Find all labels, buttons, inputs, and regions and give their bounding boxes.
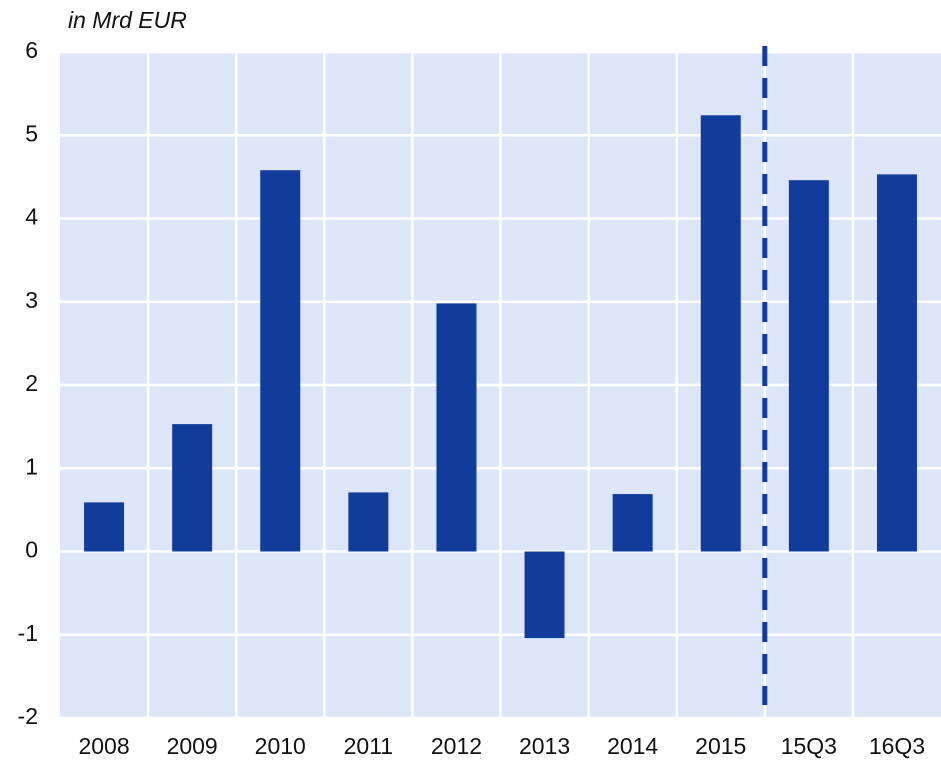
y-tick-label: 6	[25, 37, 38, 63]
x-tick-label: 2014	[607, 733, 658, 759]
bar	[260, 170, 301, 552]
bar	[436, 303, 477, 552]
x-tick-label: 2013	[519, 733, 570, 759]
y-tick-label: 0	[25, 537, 38, 563]
x-tick-label: 2008	[78, 733, 129, 759]
y-tick-label: -2	[18, 703, 38, 729]
y-tick-label: 5	[25, 120, 38, 146]
y-tick-label: 4	[25, 204, 38, 230]
x-tick-label: 2011	[344, 733, 393, 759]
x-tick-label: 2009	[167, 733, 218, 759]
bar	[612, 494, 653, 552]
x-tick-label: 16Q3	[869, 733, 925, 759]
x-tick-label: 2012	[431, 733, 482, 759]
y-tick-label: 3	[25, 287, 38, 313]
y-tick-label: 2	[25, 370, 38, 396]
x-tick-label: 2015	[695, 733, 746, 759]
y-tick-label: -1	[18, 620, 38, 646]
y-tick-label: 1	[25, 453, 38, 479]
x-tick-label: 15Q3	[781, 733, 837, 759]
bar	[788, 180, 829, 552]
bar	[84, 502, 125, 552]
bar	[172, 424, 213, 552]
chart-title: in Mrd EUR	[68, 7, 187, 33]
x-tick-label: 2010	[255, 733, 306, 759]
bar	[876, 174, 917, 552]
bar	[524, 551, 565, 639]
bar	[700, 115, 741, 552]
bar	[348, 492, 389, 552]
